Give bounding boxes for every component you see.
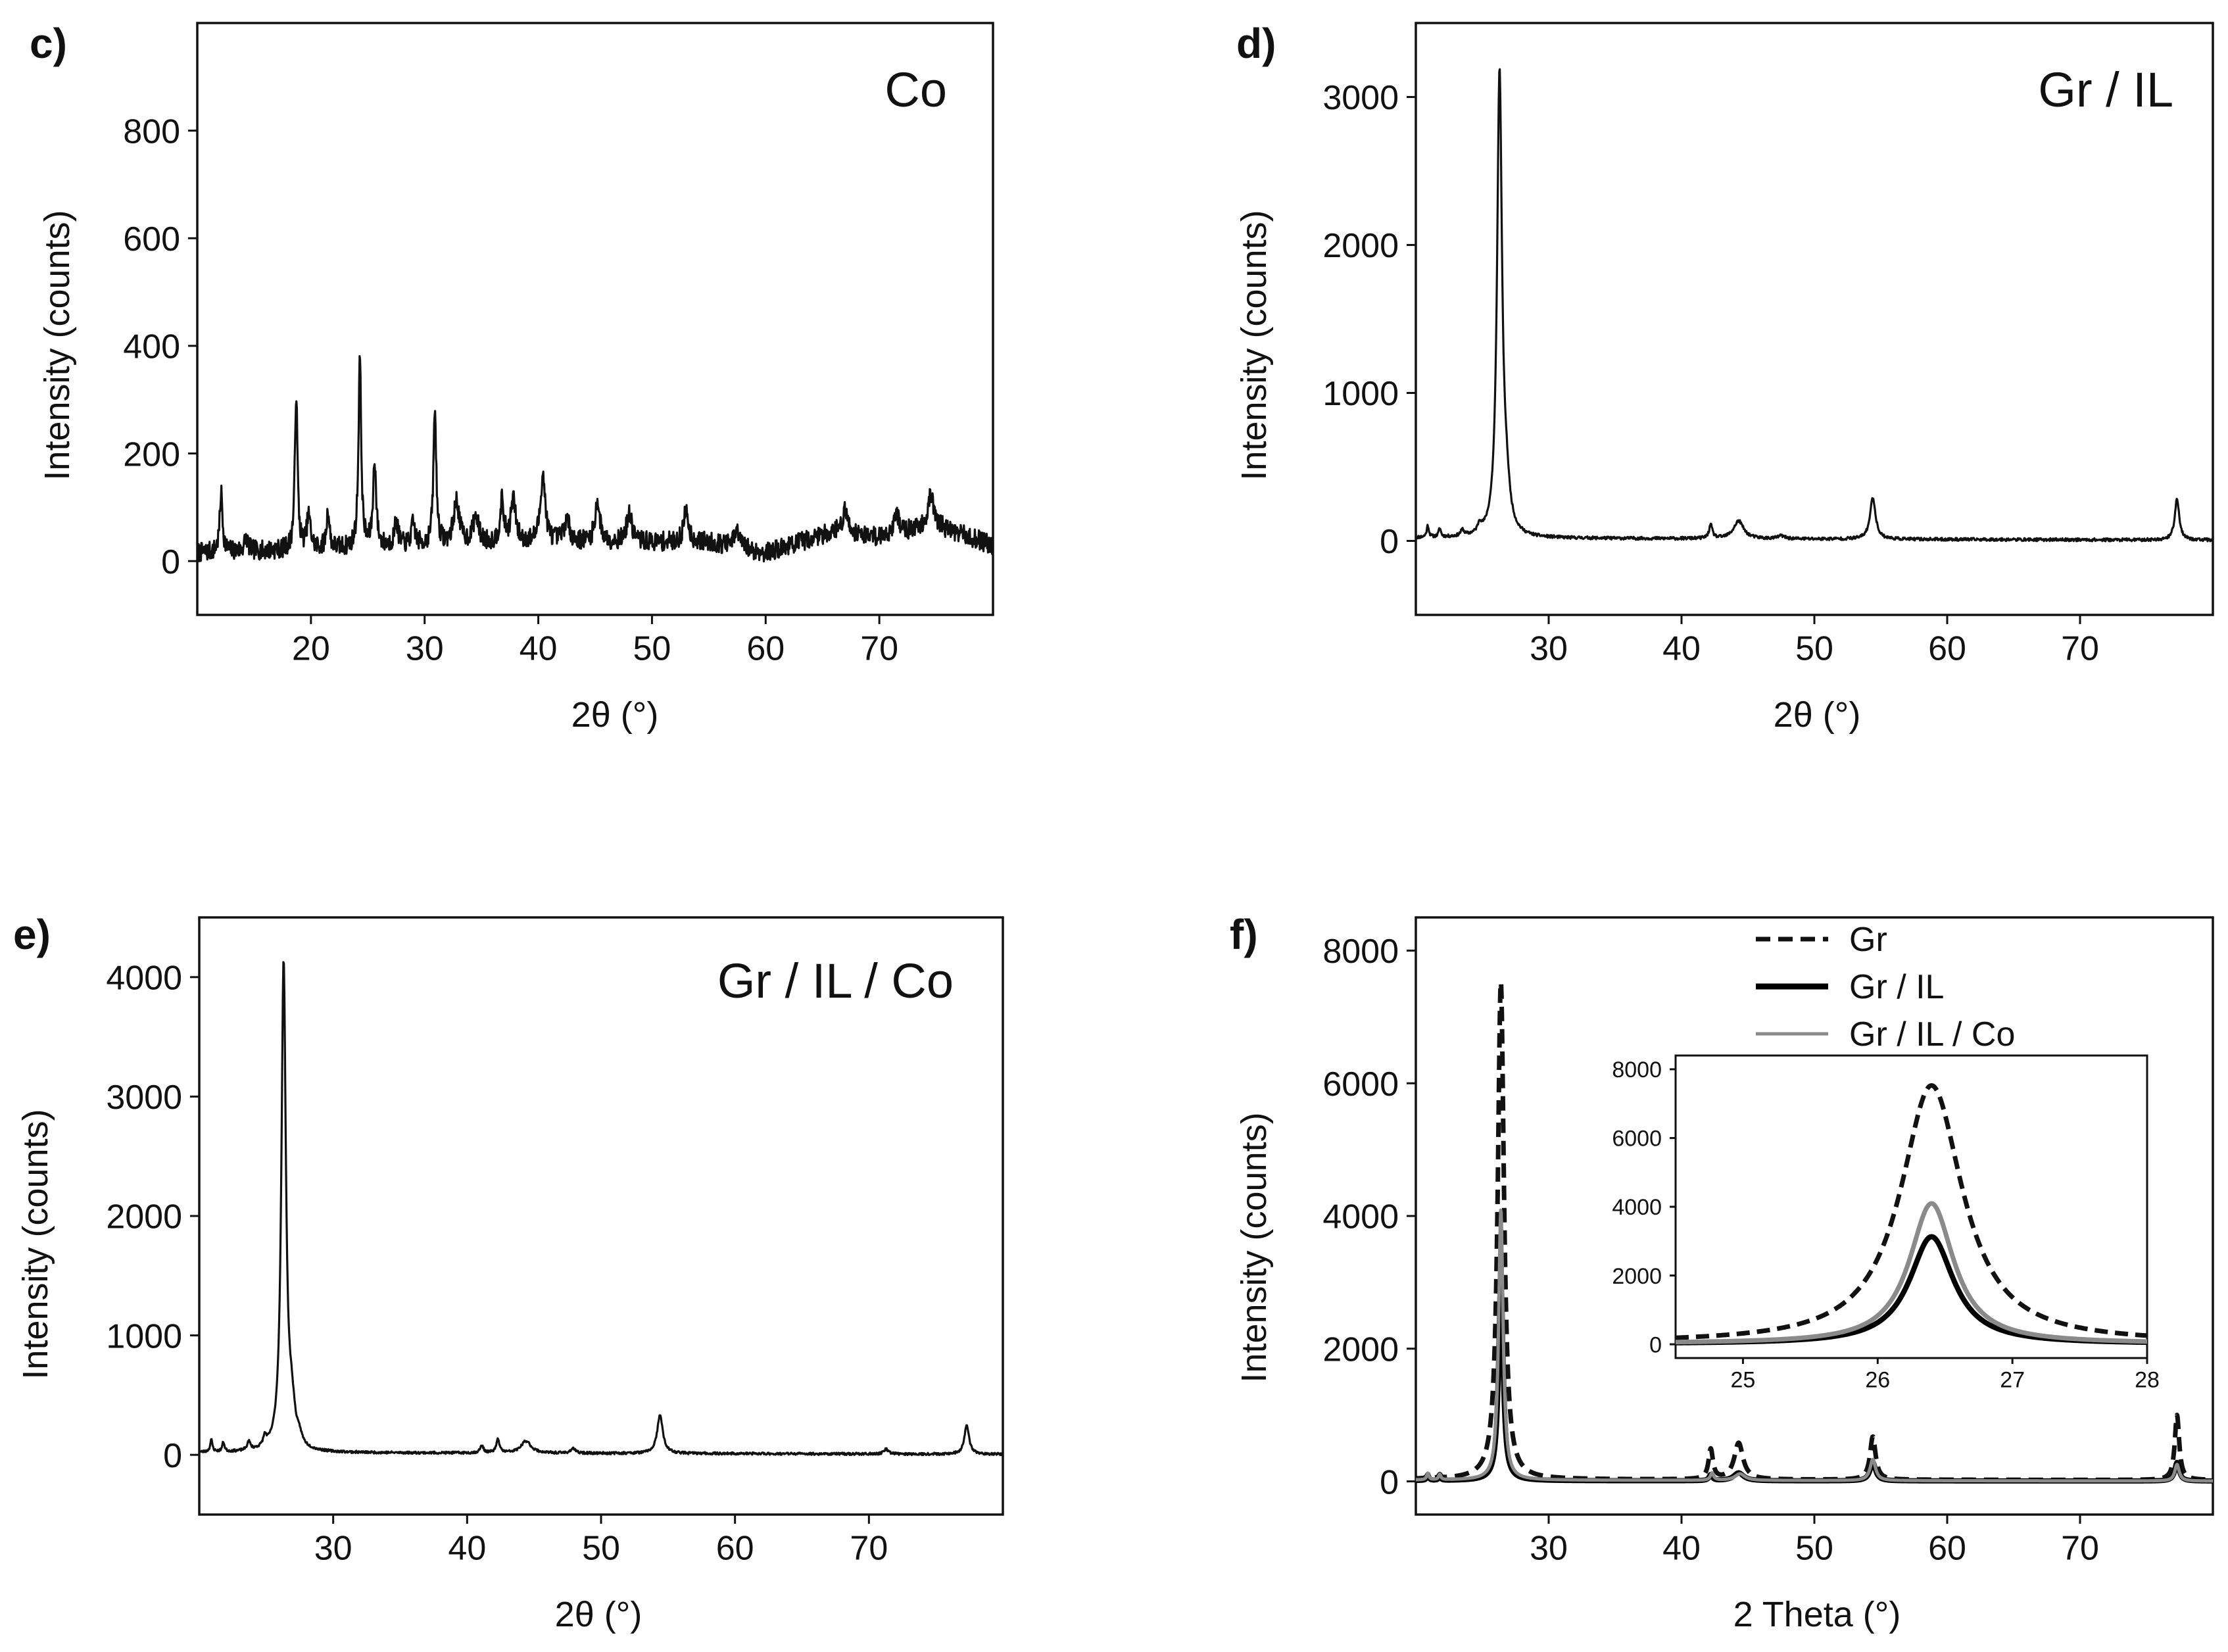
panel-c-x-tick-label: 50 [633,630,671,668]
panel-e-xlabel: 2θ (°) [555,1595,642,1634]
panel-e-title: Gr / IL / Co [717,954,954,1008]
panel-f-x-tick-label: 60 [1928,1530,1966,1568]
panel-c-x-tick-label: 20 [292,630,330,668]
panel-f-y-tick-label: 2000 [1322,1330,1399,1369]
panel-e: e) Gr / IL / Co 2θ (°) Intensity (counts… [13,911,954,1634]
panel-e-x-tick-label: 60 [716,1530,754,1568]
panel-c-xlabel: 2θ (°) [571,695,659,735]
panel-f-x-tick-label: 30 [1530,1530,1568,1568]
legend-label-gr: Gr [1849,921,1887,959]
panel-f-y-tick-label: 0 [1380,1463,1399,1501]
inset-y-tick-label: 8000 [1612,1057,1662,1082]
panel-d-y-tick-label: 3000 [1322,79,1399,117]
panel-c-y-tick-label: 400 [123,328,180,366]
panel-f-ylabel: Intensity (counts) [1234,1112,1274,1382]
panel-c-y-tick-label: 600 [123,220,180,258]
inset-x-tick-label: 28 [2135,1368,2160,1393]
panel-e-series-line [199,961,1004,1457]
inset-series-gr-il-co [1674,1201,2148,1345]
panel-c-y-tick-label: 0 [161,543,180,581]
panel-d: d) Gr / IL 2θ (°) Intensity (counts) [1234,20,2173,735]
panel-d-y-tick-label: 0 [1380,523,1399,561]
panel-f-y-tick-label: 4000 [1322,1198,1399,1236]
panel-e-x-tick-label: 40 [448,1530,486,1568]
panel-d-y-tick-label: 2000 [1322,227,1399,265]
panel-e-y-tick-label: 1000 [106,1317,182,1355]
panel-c-ylabel: Intensity (counts) [37,210,77,480]
panel-c-y-tick-label: 800 [123,112,180,151]
legend-label-gr-il: Gr / IL [1849,968,1944,1006]
panel-f-x-tick-label: 40 [1662,1530,1701,1568]
panel-f-x-tick-label: 70 [2061,1530,2099,1568]
panel-d-series-line [1415,68,2214,543]
panel-e-ylabel: Intensity (counts) [16,1109,55,1379]
panel-f-series-gr-il-co [1415,1208,2214,1483]
inset-series-gr [1674,1083,2148,1340]
inset-x-tick-label: 25 [1731,1368,1756,1393]
panel-c-x-tick-label: 40 [520,630,558,668]
panel-c-plot-frame [196,22,994,616]
panel-d-x-tick-label: 60 [1928,630,1966,668]
panel-c-title: Co [884,62,947,117]
inset-background [1676,1056,2147,1358]
panel-c-x-tick-label: 60 [746,630,785,668]
panel-e-x-tick-label: 70 [850,1530,888,1568]
panel-e-x-tick-label: 50 [582,1530,620,1568]
panel-d-xlabel: 2θ (°) [1774,695,1861,735]
panel-f-y-tick-label: 8000 [1322,933,1399,971]
inset-y-tick-label: 6000 [1612,1127,1662,1152]
panel-d-title: Gr / IL [2038,62,2173,117]
panel-c-series-line [196,354,994,563]
panel-d-x-tick-label: 30 [1530,630,1568,668]
inset-y-tick-label: 4000 [1612,1195,1662,1220]
panel-e-x-tick-label: 30 [314,1530,352,1568]
panel-d-x-tick-label: 50 [1795,630,1833,668]
inset-y-tick-label: 0 [1649,1332,1662,1357]
panel-e-y-tick-label: 0 [163,1437,182,1475]
panel-f-legend: Gr Gr / IL Gr / IL / Co [1756,921,2015,1054]
panel-f-label: f) [1230,911,1258,958]
panel-f: f) 2 Theta (°) Intensity (counts) Gr Gr … [1230,911,2015,1634]
panel-c-x-tick-label: 30 [406,630,444,668]
legend-label-gr-il-co: Gr / IL / Co [1849,1015,2015,1054]
inset-x-tick-label: 26 [1865,1368,1890,1393]
panel-f-x-tick-label: 50 [1795,1530,1833,1568]
panel-d-ylabel: Intensity (counts) [1234,210,1274,480]
panel-d-x-tick-label: 40 [1662,630,1701,668]
panel-c-x-tick-label: 70 [860,630,898,668]
panel-d-y-tick-label: 1000 [1322,375,1399,413]
panel-c: c) Co 2θ (°) Intensity (counts) [30,20,947,735]
panel-e-y-tick-label: 2000 [106,1198,182,1236]
inset-x-tick-label: 27 [2000,1368,2025,1393]
panel-e-label: e) [13,911,51,958]
panel-e-y-tick-label: 3000 [106,1079,182,1117]
panel-f-y-tick-label: 6000 [1322,1065,1399,1104]
panel-f-xlabel: 2 Theta (°) [1733,1595,1901,1634]
panel-d-label: d) [1236,20,1276,67]
panel-c-y-tick-label: 200 [123,435,180,474]
panel-c-label: c) [30,20,67,67]
panel-d-x-tick-label: 70 [2061,630,2099,668]
inset-y-tick-label: 2000 [1612,1264,1662,1289]
panel-e-y-tick-label: 4000 [106,960,182,998]
